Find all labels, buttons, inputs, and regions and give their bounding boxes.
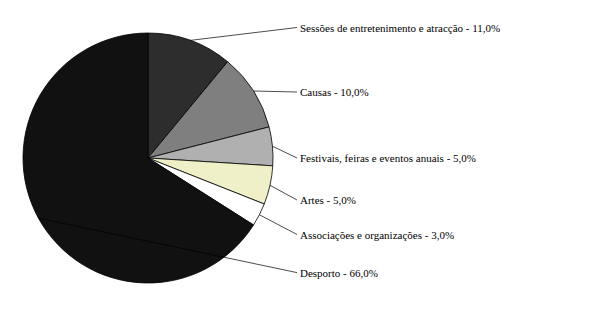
svg-text:Associações e organizações - 3: Associações e organizações - 3,0% bbox=[300, 229, 454, 241]
svg-text:Artes - 5,0%: Artes - 5,0% bbox=[300, 194, 356, 206]
svg-text:Desporto - 66,0%: Desporto - 66,0% bbox=[300, 267, 378, 279]
svg-text:Causas - 10,0%: Causas - 10,0% bbox=[300, 86, 369, 98]
svg-text:Festivais, feiras e eventos an: Festivais, feiras e eventos anuais - 5,0… bbox=[300, 152, 476, 164]
svg-text:Sessões de entretenimento e at: Sessões de entretenimento e atracção - 1… bbox=[300, 22, 500, 34]
